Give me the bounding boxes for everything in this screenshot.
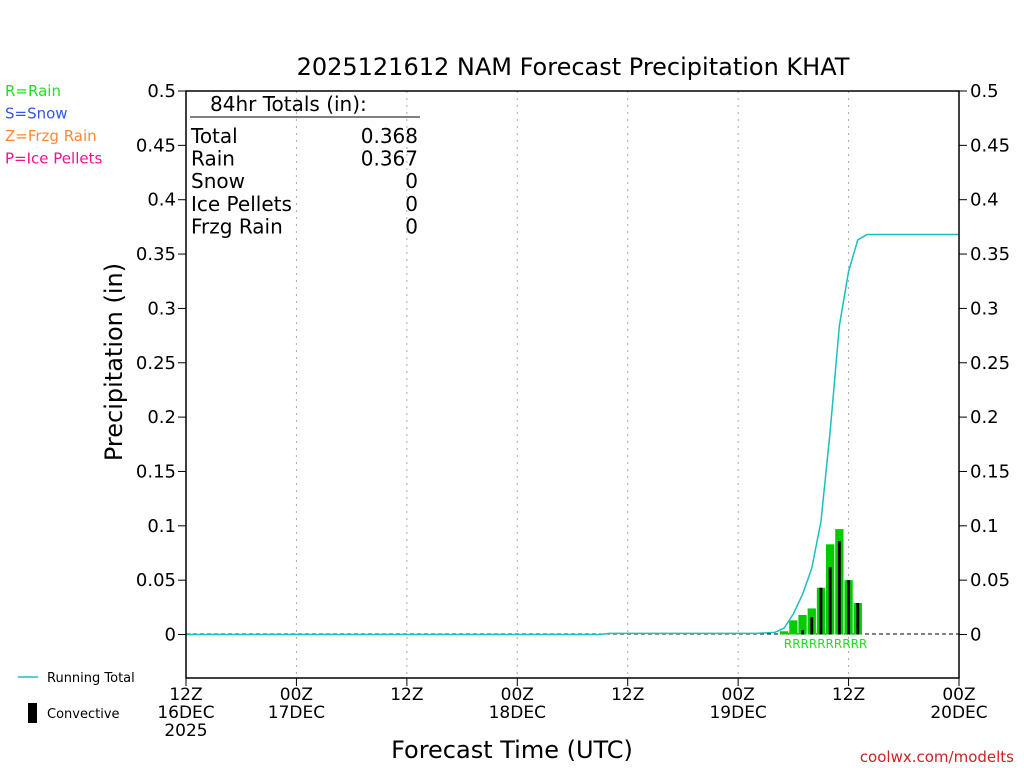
totals-row-value: 0.367 (361, 147, 418, 171)
totals-row-value: 0.368 (361, 124, 418, 148)
y-tick-label-right: 0.25 (970, 353, 1010, 374)
totals-row-label: Rain (191, 147, 235, 171)
chart-title: 2025121612 NAM Forecast Precipitation KH… (297, 53, 850, 81)
y-tick-label-right: 0.15 (970, 461, 1010, 482)
y-tick-label-right: 0.45 (970, 135, 1010, 156)
totals-row-label: Ice Pellets (191, 192, 292, 216)
totals-row-label: Total (190, 124, 238, 148)
totals-box: 84hr Totals (in): Total 0.368 Rain 0.367 Sno… (190, 92, 420, 238)
x-tick-label: 17DEC (268, 703, 325, 723)
precip-bar (780, 631, 789, 635)
plot-frame (185, 90, 960, 679)
convective-bar (828, 567, 832, 635)
y-tick-label-right: 0.3 (970, 298, 999, 319)
x-tick-label: 00Z (722, 685, 755, 705)
y-tick-label-left: 0.45 (136, 135, 176, 156)
y-tick-label-right: 0 (970, 625, 981, 646)
totals-row-value: 0 (405, 192, 418, 216)
convective-bar (819, 587, 823, 635)
x-tick-label: 19DEC (709, 703, 766, 723)
totals-heading: 84hr Totals (in): (210, 92, 367, 116)
watermark: coolwx.com/modelts (860, 748, 1014, 766)
legend-entry: S=Snow (5, 105, 68, 123)
legend-entry: R=Rain (5, 82, 61, 100)
y-tick-label-right: 0.5 (970, 81, 999, 102)
x-axis-label: Forecast Time (UTC) (391, 736, 633, 764)
x-tick-label: 12Z (169, 685, 202, 705)
x-tick-label: 00Z (501, 685, 534, 705)
x-tick-label: 18DEC (489, 703, 546, 723)
totals-row-label: Snow (191, 169, 245, 193)
precip-type-legend: R=Rain S=Snow Z=Frzg Rain P=Ice Pellets (5, 82, 102, 168)
precip-type-label: RRRRRRRRRR (784, 637, 867, 651)
x-tick-label: 00Z (280, 685, 313, 705)
y-tick-label-left: 0 (165, 625, 176, 646)
y-tick-label-left: 0.15 (136, 461, 176, 482)
totals-row-label: Frzg Rain (191, 214, 283, 238)
y-tick-label-right: 0.4 (970, 190, 999, 211)
totals-row-value: 0 (405, 169, 418, 193)
y-tick-label-left: 0.1 (147, 516, 176, 537)
legend-running-total: Running Total (47, 671, 135, 686)
y-tick-label-right: 0.2 (970, 407, 999, 428)
y-tick-label-left: 0.3 (147, 298, 176, 319)
legend-convective: Convective (47, 707, 120, 722)
x-tick-label: 16DEC (157, 703, 214, 723)
convective-bar (810, 617, 814, 635)
totals-row-value: 0 (405, 214, 418, 238)
x-tick-label: 12Z (390, 685, 423, 705)
x-tick-label: 20DEC (930, 703, 987, 723)
convective-swatch (28, 703, 37, 723)
running-total-line (186, 233, 959, 636)
convective-bar (837, 541, 841, 635)
x-tick-label: 00Z (942, 685, 975, 705)
y-tick-label-left: 0.05 (136, 570, 176, 591)
y-tick-label-left: 0.25 (136, 353, 176, 374)
convective-bars (801, 541, 860, 635)
convective-bar (847, 580, 851, 635)
convective-bar (801, 630, 805, 635)
y-tick-label-left: 0.2 (147, 407, 176, 428)
precip-bar (789, 620, 798, 635)
y-tick-label-left: 0.35 (136, 244, 176, 265)
precip-bar (798, 614, 807, 635)
y-tick-label-right: 0.35 (970, 244, 1010, 265)
y-tick-label-left: 0.4 (147, 190, 176, 211)
vertical-gridlines (295, 91, 850, 678)
x-tick-label: 2025 (164, 721, 207, 741)
y-axis-left: 0 0.05 0.1 0.15 0.2 0.25 0.3 0.35 0.4 0.45 0.5 (136, 81, 186, 646)
series-legend: Running Total Convective (18, 671, 135, 723)
x-tick-label: 12Z (611, 685, 644, 705)
convective-bar (856, 602, 860, 635)
legend-entry: P=Ice Pellets (5, 150, 102, 168)
y-axis-right: 0 0.05 0.1 0.15 0.2 0.25 0.3 0.35 0.4 0.45 0.5 (959, 81, 1010, 646)
x-tick-label: 12Z (832, 685, 865, 705)
y-tick-label-right: 0.1 (970, 516, 999, 537)
legend-entry: Z=Frzg Rain (5, 127, 97, 145)
y-tick-label-right: 0.05 (970, 570, 1010, 591)
y-tick-label-left: 0.5 (147, 81, 176, 102)
y-axis-label: Precipitation (in) (100, 263, 128, 461)
